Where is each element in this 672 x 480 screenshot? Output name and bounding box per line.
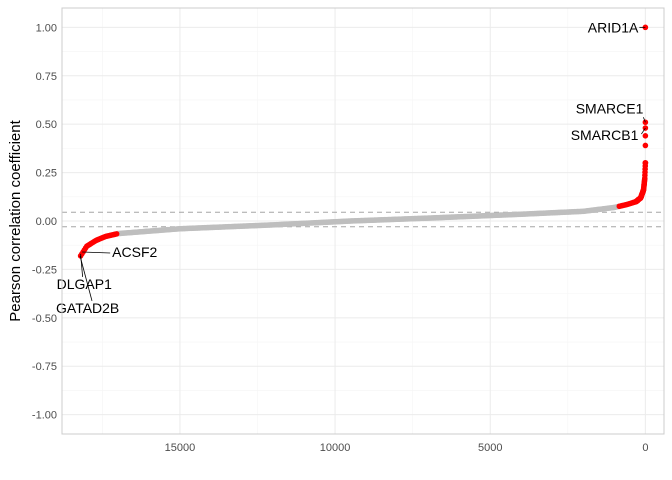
y-tick-label: 0.75: [36, 71, 57, 83]
outlier-point: [642, 142, 649, 149]
annotation-connector: [80, 253, 84, 277]
x-tick-label: 0: [642, 442, 648, 454]
annotation-label: ACSF2: [112, 244, 157, 260]
y-axis-ticks: -1.00 -0.75 -0.50 -0.25 0.00 0.25 0.50 0.75 1.00: [32, 22, 57, 421]
x-tick-label: 15000: [165, 442, 196, 454]
annotation-label: GATAD2B: [56, 300, 119, 316]
annotation-connectors: [79, 26, 646, 301]
annotation-connector: [82, 251, 111, 254]
outlier-point: [642, 160, 649, 166]
y-tick-label: 0.00: [36, 216, 57, 228]
y-tick-label: 0.25: [36, 168, 57, 180]
x-axis-ticks: 15000 10000 5000 0: [165, 442, 649, 454]
data-point: [113, 231, 120, 237]
panel-border: [61, 7, 665, 435]
y-tick-label: -0.50: [32, 313, 57, 325]
annotation-connector: [79, 255, 93, 301]
y-axis-title: Pearson correlation coefficient: [7, 119, 24, 321]
y-tick-label: 0.50: [36, 119, 57, 131]
y-tick-label: -1.00: [32, 410, 57, 422]
annotation-label: SMARCB1: [571, 127, 639, 143]
major-grid: [62, 8, 664, 434]
x-tick-label: 10000: [320, 442, 351, 454]
outlier-point: [642, 133, 649, 139]
annotation-label: ARID1A: [588, 19, 639, 35]
y-tick-label: -0.75: [32, 361, 57, 373]
threshold-lines: [62, 211, 664, 228]
annotation-label: DLGAP1: [57, 276, 112, 292]
annotation-connector: [643, 117, 646, 123]
x-tick-label: 5000: [478, 442, 502, 454]
data-points: [77, 24, 649, 259]
annotation-connector: [641, 127, 646, 135]
y-tick-label: 1.00: [36, 22, 57, 34]
y-tick-label: -0.25: [32, 264, 57, 276]
annotation-label: SMARCE1: [576, 100, 644, 116]
